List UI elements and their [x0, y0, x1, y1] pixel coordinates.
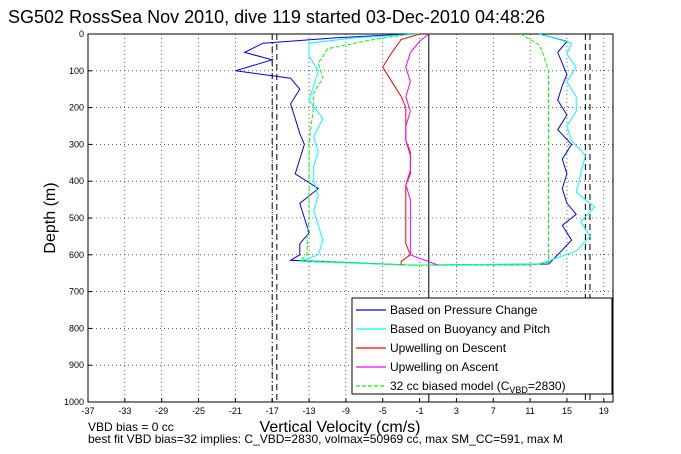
chart-title: SG502 RossSea Nov 2010, dive 119 started…: [8, 7, 545, 27]
legend-label: 32 cc biased model (CVBD=2830): [390, 379, 566, 395]
x-tick-label: 7: [491, 406, 496, 416]
y-tick-label: 700: [69, 287, 84, 297]
footer-best-fit: best fit VBD bias=32 implies: C_VBD=2830…: [88, 432, 563, 446]
y-tick-label: 400: [69, 176, 84, 186]
legend-label: Based on Buoyancy and Pitch: [390, 322, 550, 336]
y-tick-label: 600: [69, 250, 84, 260]
x-tick-label: 11: [525, 406, 534, 416]
x-tick-label: -21: [229, 406, 242, 416]
x-tick-labels: -37 -33 -29 -25 -21 -17 -13 -9 -5 -1 3 7 11 15 19: [81, 406, 608, 416]
legend: Based on Pressure Change Based on Buoyanc…: [351, 297, 613, 395]
y-tick-label: 800: [69, 323, 84, 333]
y-tick-label: 900: [69, 360, 84, 370]
x-tick-label: 19: [599, 406, 609, 416]
x-tick-label: -37: [81, 406, 94, 416]
y-tick-label: 300: [69, 139, 84, 149]
x-tick-label: -9: [342, 406, 350, 416]
y-tick-label: 0: [79, 29, 84, 39]
y-axis-label: Depth (m): [42, 182, 59, 253]
series-line: [299, 33, 596, 266]
x-axis-label: Vertical Velocity (cm/s): [260, 419, 421, 436]
y-tick-labels: 0 100 200 300 400 500 600 700 800 900 1000: [64, 29, 84, 407]
x-tick-label: 15: [562, 406, 572, 416]
x-tick-label: -29: [155, 406, 168, 416]
x-tick-label: -33: [118, 406, 131, 416]
x-tick-label: -13: [303, 406, 316, 416]
y-tick-label: 1000: [64, 397, 84, 407]
legend-label: Based on Pressure Change: [390, 303, 538, 317]
series-line: [298, 33, 549, 266]
x-tick-label: -17: [266, 406, 279, 416]
x-tick-label: -5: [379, 406, 387, 416]
legend-label: Upwelling on Descent: [390, 341, 507, 355]
series-line: [405, 33, 439, 266]
x-tick-label: 3: [454, 406, 459, 416]
series-group: [235, 33, 596, 266]
legend-label: Upwelling on Ascent: [390, 360, 499, 374]
y-tick-label: 500: [69, 213, 84, 223]
x-tick-label: -1: [416, 406, 424, 416]
legend-box: [351, 297, 613, 395]
y-tick-label: 200: [69, 103, 84, 113]
series-line: [382, 33, 420, 265]
x-tick-label: -25: [192, 406, 205, 416]
footer-vbd-bias: VBD bias = 0 cc: [88, 420, 174, 434]
series-line: [235, 33, 577, 266]
y-tick-label: 100: [69, 66, 84, 76]
